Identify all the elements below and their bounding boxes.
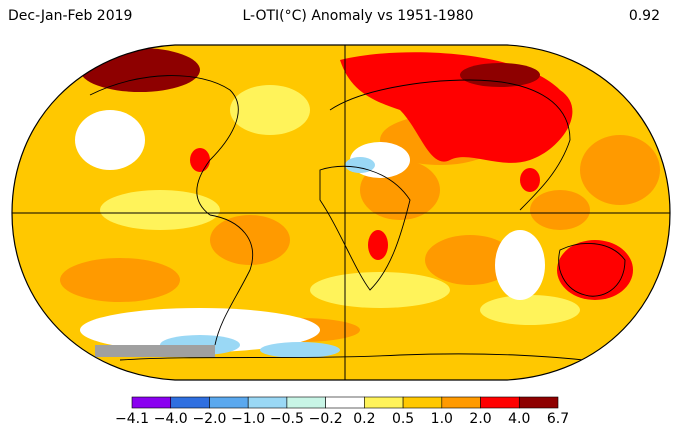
global-mean: 0.92	[629, 8, 660, 24]
colorbar-swatch	[325, 396, 365, 409]
colorbar-swatch	[518, 396, 559, 409]
colorbar-swatch	[247, 396, 288, 409]
colorbar-label: 6.7	[547, 411, 569, 427]
colorbar-label: −2.0	[192, 411, 226, 427]
title: L-OTI(°C) Anomaly vs 1951-1980	[242, 8, 473, 24]
colorbar-swatch	[402, 396, 443, 409]
colorbar-label: −0.2	[309, 411, 343, 427]
colorbar-swatch	[209, 396, 249, 409]
colorbar-swatch	[170, 396, 210, 409]
colorbar-swatch	[441, 396, 481, 409]
colorbar-label: 1.0	[431, 411, 453, 427]
colorbar-label: −1.0	[231, 411, 265, 427]
colorbar-swatch	[286, 396, 326, 409]
anomaly-map	[12, 45, 670, 380]
colorbar-label: −4.0	[154, 411, 188, 427]
colorbar-label: 0.5	[392, 411, 414, 427]
colorbar-swatch	[364, 396, 404, 409]
colorbar-label: −0.5	[270, 411, 304, 427]
colorbar-label: −4.1	[115, 411, 149, 427]
colorbar-swatch	[131, 396, 172, 409]
period: Dec-Jan-Feb 2019	[8, 8, 132, 24]
colorbar: −4.1 −4.0 −2.0 −1.0 −0.5 −0.2 0.2 0.5 1.0 2.0 4.0 6…	[115, 396, 569, 427]
colorbar-swatch	[480, 396, 520, 409]
colorbar-label: 0.2	[353, 411, 375, 427]
colorbar-label: 2.0	[469, 411, 491, 427]
map-border	[11, 44, 671, 381]
colorbar-label: 4.0	[508, 411, 530, 427]
